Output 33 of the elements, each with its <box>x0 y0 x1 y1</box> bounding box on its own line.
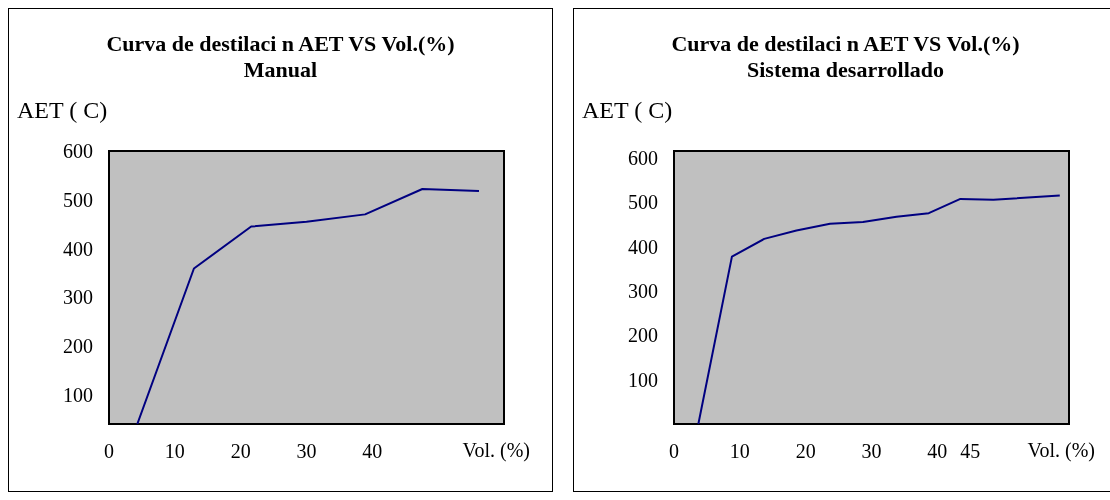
x-tick-label: 20 <box>230 440 251 463</box>
y-tick-label: 400 <box>63 237 93 260</box>
x-axis-title: Vol. (%) <box>1027 439 1095 462</box>
y-tick-label: 600 <box>628 146 658 169</box>
chart-subtitle: Sistema desarrollado <box>746 57 945 83</box>
x-tick-label: 20 <box>795 440 816 463</box>
x-tick-label: 45 <box>960 440 981 463</box>
y-tick-label: 500 <box>63 188 93 211</box>
x-axis-title: Vol. (%) <box>462 439 530 462</box>
y-axis-title: AET ( C) <box>17 97 108 124</box>
y-tick-label: 300 <box>63 286 93 309</box>
line-series <box>697 194 1061 424</box>
x-tick-label: 10 <box>729 440 750 463</box>
y-tick-label: 100 <box>628 368 658 391</box>
y-tick-label: 100 <box>63 383 93 406</box>
x-tick-label: 0 <box>104 440 114 463</box>
x-tick-label: 0 <box>669 440 679 463</box>
x-tick-label: 30 <box>296 440 317 463</box>
x-tick-label: 40 <box>927 440 948 463</box>
chart-title: Curva de destilaci n AET VS Vol.(%) <box>670 31 1021 57</box>
y-tick-label: 500 <box>628 191 658 214</box>
y-tick-label: 200 <box>63 335 93 358</box>
y-tick-label: 400 <box>628 235 658 258</box>
y-tick-label: 600 <box>63 140 93 163</box>
line-series <box>136 188 480 424</box>
x-tick-label: 30 <box>861 440 882 463</box>
y-axis-title: AET ( C) <box>582 97 673 124</box>
chart-title: Curva de destilaci n AET VS Vol.(%) <box>105 31 456 57</box>
chart-subtitle: Manual <box>242 57 319 83</box>
x-tick-label: 10 <box>164 440 185 463</box>
x-tick-label: 40 <box>362 440 383 463</box>
y-tick-label: 200 <box>628 324 658 347</box>
y-tick-label: 300 <box>628 279 658 302</box>
